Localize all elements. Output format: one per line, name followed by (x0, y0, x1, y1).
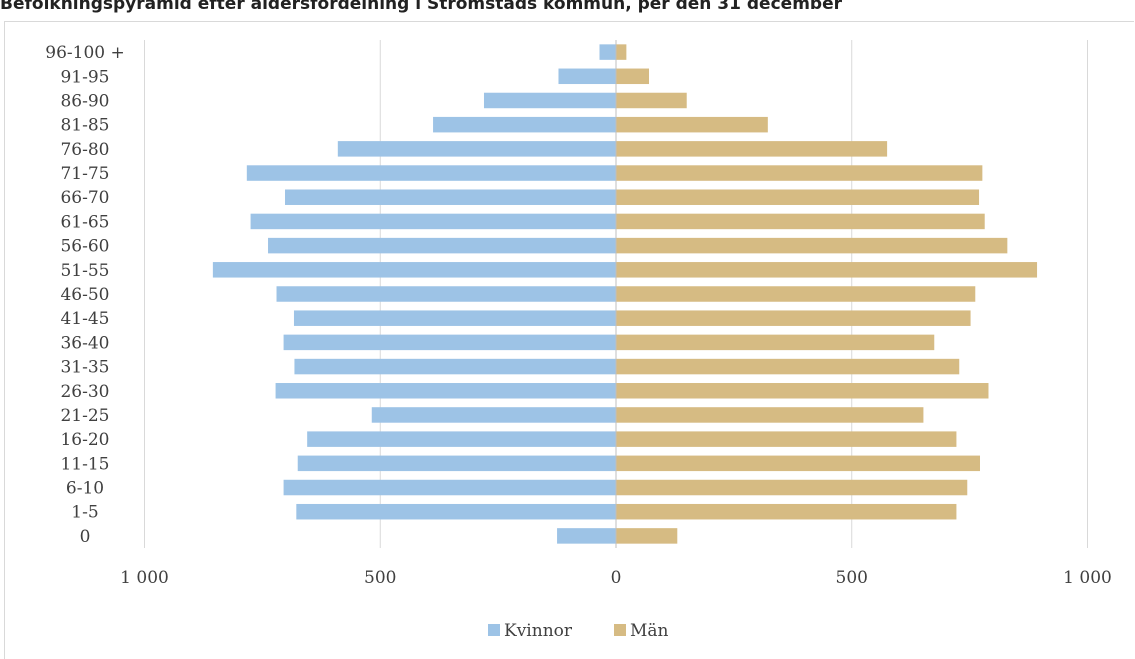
bar-kvinnor (337, 141, 616, 157)
age-group-label: 16-20 (60, 430, 109, 450)
bars (212, 44, 1038, 544)
bar-kvinnor (599, 44, 616, 60)
bar-kvinnor (268, 237, 616, 254)
age-group-label: 66-70 (60, 188, 109, 208)
bar-kvinnor (483, 92, 616, 109)
bar-kvinnor (557, 528, 616, 544)
bar-kvinnor (297, 455, 616, 472)
bar-man (616, 165, 983, 181)
bar-kvinnor (433, 116, 616, 133)
age-group-label: 96-100 + (45, 43, 124, 63)
bar-kvinnor (558, 68, 616, 85)
bar-kvinnor (371, 407, 616, 423)
x-tick-label: 0 (611, 568, 622, 588)
age-group-label: 76-80 (60, 140, 109, 160)
bar-man (616, 334, 935, 351)
bar-kvinnor (294, 358, 616, 375)
age-group-label: 1-5 (71, 503, 98, 523)
bar-man (616, 310, 971, 326)
bar-man (616, 141, 888, 157)
age-group-label: 0 (80, 527, 91, 547)
x-tick-label: 1 000 (1063, 568, 1112, 588)
age-group-label: 86-90 (60, 91, 109, 111)
age-group-label: 26-30 (60, 382, 109, 402)
bar-kvinnor (275, 383, 616, 399)
legend: Kvinnor Män (488, 621, 669, 641)
x-tick-label: 500 (836, 568, 868, 588)
bar-kvinnor (285, 189, 616, 205)
age-group-label: 11-15 (60, 454, 109, 474)
bar-man (616, 262, 1038, 278)
bar-man (616, 431, 957, 447)
bar-man (616, 407, 924, 423)
bar-man (616, 503, 957, 520)
tick-labels: 1 000 500 0 500 1 000 (120, 568, 1112, 588)
bar-man (616, 455, 980, 472)
legend-swatch (488, 624, 500, 636)
bar-man (616, 358, 960, 375)
legend-label: Kvinnor (504, 621, 573, 641)
legend-label: Män (630, 621, 669, 641)
age-group-label: 81-85 (60, 116, 109, 136)
chart-area (4, 21, 1134, 659)
bar-kvinnor (276, 286, 616, 302)
age-group-label: 21-25 (60, 406, 109, 426)
legend-swatch (614, 624, 626, 636)
age-group-label: 71-75 (60, 164, 109, 184)
bar-kvinnor (212, 262, 616, 278)
age-group-label: 6-10 (66, 479, 104, 499)
age-group-label: 41-45 (60, 309, 109, 329)
age-group-label: 61-65 (60, 212, 109, 232)
age-group-label: 46-50 (60, 285, 109, 305)
bar-man (616, 92, 687, 109)
bar-man (616, 528, 678, 544)
age-group-label: 36-40 (60, 333, 109, 353)
category-labels: 0 1-5 6-10 11-15 16-20 21-25 26-30 31-35 36-40 41… (45, 43, 124, 547)
bar-kvinnor (246, 165, 617, 181)
bar-kvinnor (250, 213, 616, 230)
bar-kvinnor (296, 503, 616, 520)
x-tick-label: 500 (364, 568, 396, 588)
bar-kvinnor (283, 334, 616, 351)
bar-man (616, 116, 768, 133)
bar-man (616, 237, 1008, 254)
age-group-label: 31-35 (60, 358, 109, 378)
age-group-label: 56-60 (60, 237, 109, 257)
bar-kvinnor (283, 479, 616, 496)
chart-title: Befolkningspyramid efter åldersfördelnin… (0, 0, 842, 14)
bar-man (616, 383, 989, 399)
bar-man (616, 189, 980, 205)
bar-kvinnor (307, 431, 616, 447)
bar-man (616, 44, 627, 60)
bar-man (616, 286, 976, 302)
age-group-label: 51-55 (60, 261, 109, 281)
x-tick-label: 1 000 (120, 568, 169, 588)
bar-man (616, 68, 650, 85)
bar-man (616, 213, 985, 230)
age-group-label: 91-95 (60, 67, 109, 87)
bar-man (616, 479, 968, 496)
bar-kvinnor (293, 310, 616, 326)
